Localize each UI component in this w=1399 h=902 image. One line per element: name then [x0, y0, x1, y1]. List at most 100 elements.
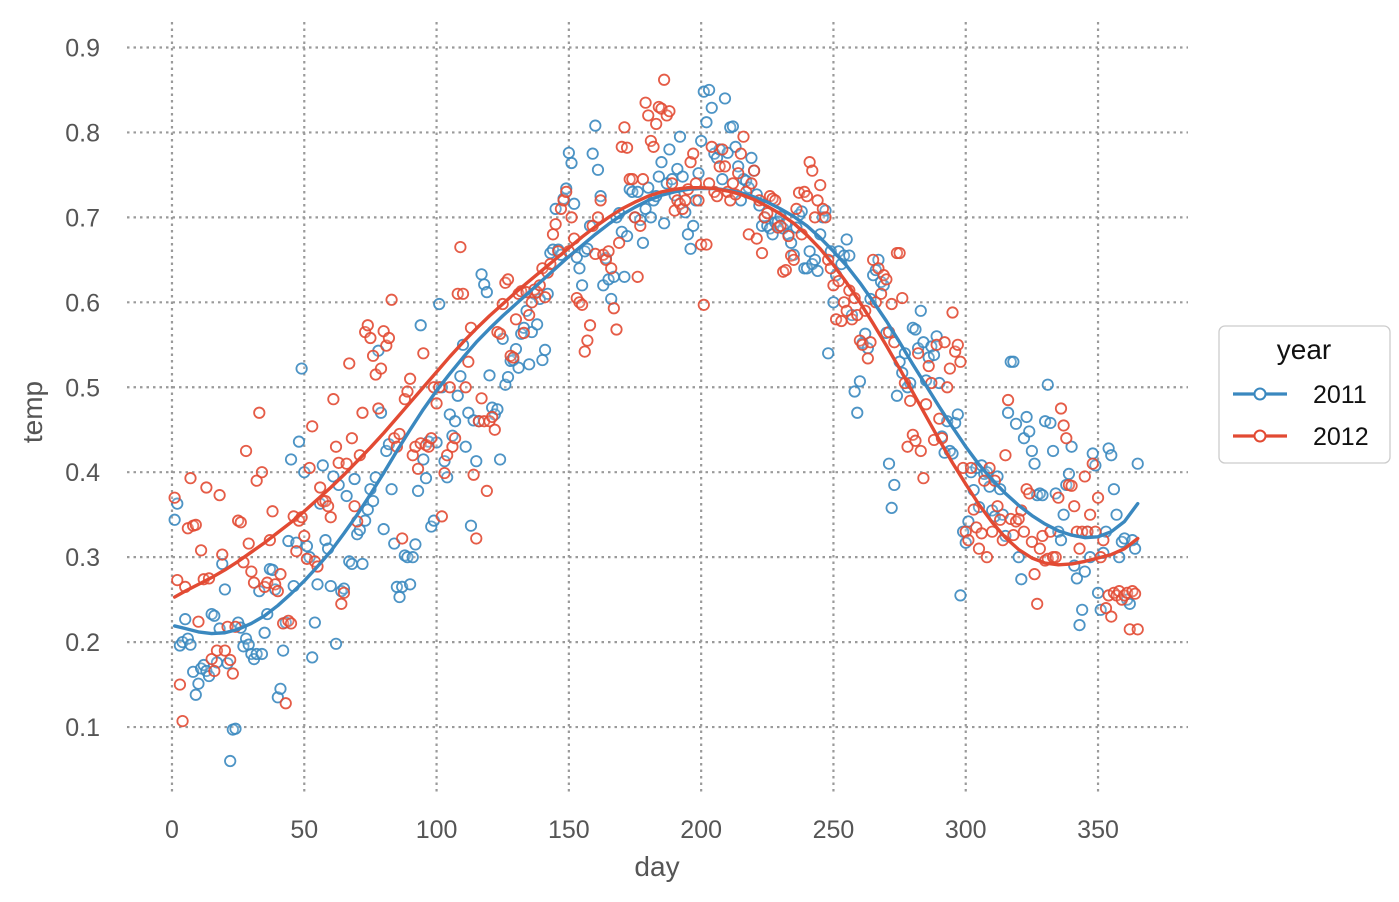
point-2012	[710, 190, 724, 203]
point-2011	[927, 348, 941, 362]
point-2012	[1049, 551, 1062, 564]
point-2012	[692, 194, 705, 207]
point-2011	[822, 347, 835, 360]
point-2011	[531, 318, 544, 331]
point-2011	[658, 217, 671, 230]
point-2012	[290, 545, 303, 558]
point-2011	[591, 163, 605, 176]
point-2011	[274, 682, 287, 695]
point-2012	[835, 314, 848, 328]
point-2011	[1025, 444, 1038, 458]
point-2012	[1017, 525, 1031, 538]
point-2012	[980, 551, 994, 564]
trend-line-2012	[172, 185, 1140, 599]
point-2011	[1078, 565, 1091, 578]
point-2012	[634, 219, 647, 232]
point-2011	[385, 483, 398, 496]
point-2011	[644, 211, 657, 224]
point-2012	[314, 481, 327, 494]
point-2011	[692, 167, 705, 180]
point-2012	[626, 173, 639, 186]
point-2012	[618, 121, 631, 134]
point-2011	[308, 616, 321, 629]
point-2011	[179, 613, 192, 626]
point-2012	[946, 306, 959, 319]
y-axis-ticks: 0.1 0.2 0.3 0.4 0.5 0.6 0.7 0.8 0.9	[65, 34, 100, 742]
point-2012	[1031, 597, 1044, 610]
point-2012	[430, 397, 443, 410]
point-2011	[1102, 442, 1115, 455]
point-2012	[171, 573, 184, 587]
point-2012	[382, 331, 396, 345]
point-2011	[324, 579, 337, 593]
point-2011	[411, 484, 425, 497]
point-2011	[1107, 483, 1121, 496]
point-2012	[800, 190, 814, 203]
point-2012	[943, 362, 956, 375]
point-2012	[284, 617, 298, 630]
point-2011	[1073, 619, 1086, 632]
point-2012	[808, 211, 822, 224]
point-2011	[404, 578, 417, 591]
point-2012	[361, 319, 374, 332]
point-2011	[536, 353, 549, 367]
point-2011	[827, 296, 840, 309]
point-2012	[253, 406, 266, 419]
point-2012	[1084, 508, 1097, 521]
x-axis-title: day	[634, 851, 679, 882]
point-2012	[560, 185, 573, 198]
point-2012	[303, 461, 316, 475]
point-2011	[655, 156, 668, 169]
point-2012	[602, 245, 615, 258]
point-2011	[1044, 416, 1057, 430]
point-2011	[483, 369, 496, 382]
point-2012	[269, 578, 282, 591]
point-2011	[417, 453, 430, 466]
point-2011	[620, 229, 634, 243]
point-2012	[697, 298, 710, 311]
point-2012	[904, 394, 917, 407]
point-2011	[419, 472, 433, 485]
point-2012	[1060, 432, 1073, 445]
point-2011	[311, 578, 324, 591]
point-2011	[216, 557, 229, 571]
point-2011	[1028, 457, 1041, 470]
point-2011	[575, 279, 589, 292]
point-2011	[493, 453, 507, 466]
point-2011	[930, 330, 943, 343]
point-2011	[361, 503, 374, 516]
point-2011	[1015, 573, 1028, 586]
point-2011	[512, 361, 525, 374]
point-2011	[1086, 447, 1099, 460]
legend-label-2011: 2011	[1313, 381, 1367, 409]
point-2012	[1128, 587, 1142, 600]
point-2012	[912, 347, 925, 360]
point-2011	[1110, 508, 1123, 521]
point-2012	[922, 359, 935, 373]
point-2012	[747, 164, 761, 177]
point-2012	[486, 410, 499, 424]
point-2012	[372, 402, 385, 415]
point-2012	[650, 117, 663, 131]
point-2012	[507, 351, 520, 364]
point-2012	[417, 347, 430, 360]
point-2012	[975, 527, 988, 540]
point-2011	[255, 647, 269, 661]
point-2012	[255, 466, 269, 479]
point-2011	[1062, 467, 1076, 481]
point-2012	[734, 147, 747, 160]
point-2012	[941, 381, 954, 394]
point-2012	[949, 345, 962, 358]
point-2012	[321, 500, 335, 513]
point-2012	[840, 304, 853, 317]
trend-lines	[172, 185, 1140, 636]
point-2012	[972, 542, 986, 555]
point-2011	[573, 262, 586, 275]
point-2011	[284, 453, 298, 466]
point-2012	[208, 664, 221, 678]
point-2011	[1131, 457, 1144, 470]
point-2012	[1052, 491, 1065, 504]
point-2011	[1065, 440, 1078, 453]
point-2012	[750, 232, 763, 245]
point-2011	[687, 219, 700, 232]
